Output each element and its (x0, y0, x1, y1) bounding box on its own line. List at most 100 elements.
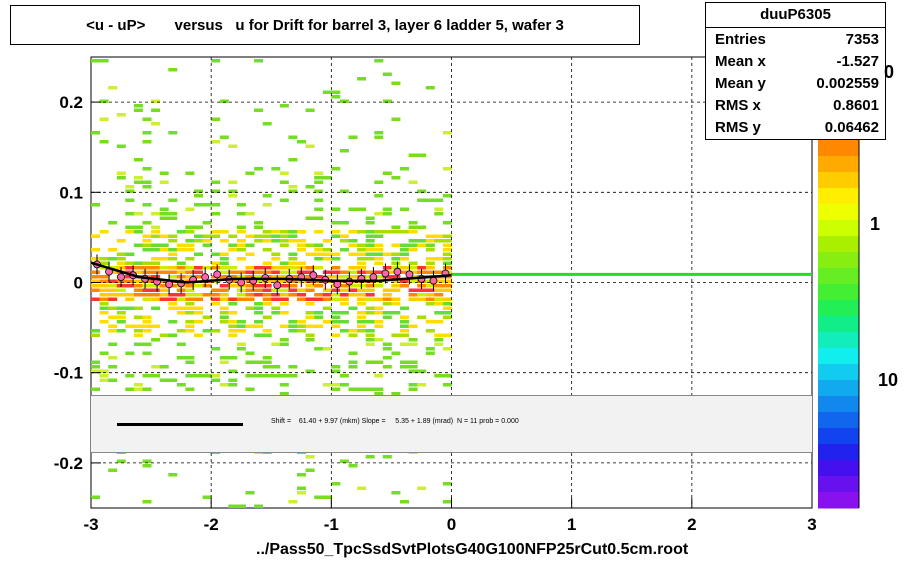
heatmap-cell (288, 288, 298, 292)
heatmap-cell (305, 369, 315, 373)
heatmap-cell (168, 320, 178, 324)
heatmap-cell (228, 266, 238, 270)
heatmap-cell (133, 288, 143, 292)
heatmap-cell (400, 257, 409, 261)
heatmap-cell (185, 324, 195, 328)
heatmap-cell (176, 342, 186, 346)
heatmap-cell (314, 266, 324, 270)
heatmap-cell (168, 131, 178, 135)
heatmap-cell (262, 203, 272, 207)
heatmap-cell (133, 324, 143, 328)
heatmap-cell (374, 248, 384, 252)
heatmap-cell (228, 356, 238, 360)
heatmap-cell (348, 270, 358, 274)
heatmap-cell (417, 297, 427, 301)
heatmap-cell (305, 252, 315, 256)
heatmap-cell (194, 333, 203, 337)
heatmap-cell (245, 243, 255, 247)
heatmap-cell (228, 311, 238, 315)
heatmap-cell (288, 185, 298, 189)
heatmap-cell (339, 374, 349, 378)
heatmap-cell (219, 261, 229, 265)
profile-point (309, 271, 318, 280)
heatmap-cell (194, 297, 203, 301)
heatmap-cell (133, 284, 143, 288)
heatmap-cell (116, 320, 126, 324)
heatmap-cell (254, 279, 264, 283)
heatmap-cell (322, 257, 332, 261)
heatmap-cell (400, 279, 409, 283)
heatmap-cell (314, 257, 324, 261)
heatmap-cell (297, 243, 306, 247)
heatmap-cell (357, 207, 367, 211)
heatmap-cell (142, 243, 152, 247)
heatmap-cell (305, 243, 315, 247)
heatmap-cell (365, 221, 375, 225)
heatmap-cell (382, 297, 392, 301)
heatmap-cell (408, 243, 418, 247)
heatmap-cell (211, 189, 221, 193)
stats-row-mean-x: Mean x -1.527 (706, 51, 885, 73)
heatmap-cell (108, 248, 118, 252)
heatmap-cell (382, 347, 392, 351)
heatmap-cell (279, 198, 289, 202)
heatmap-cell (408, 324, 418, 328)
heatmap-cell (400, 333, 409, 337)
heatmap-cell (159, 333, 169, 337)
heatmap-cell (168, 257, 178, 261)
heatmap-cell (159, 171, 169, 175)
heatmap-cell (142, 248, 152, 252)
heatmap-cell (99, 320, 109, 324)
heatmap-cell (297, 473, 306, 477)
heatmap-cell (108, 257, 118, 261)
heatmap-cell (219, 297, 229, 301)
heatmap-cell (425, 288, 435, 292)
heatmap-cell (254, 320, 264, 324)
heatmap-cell (142, 131, 152, 135)
stats-value: 0.002559 (816, 75, 879, 92)
heatmap-cell (211, 234, 221, 238)
heatmap-cell (185, 225, 195, 229)
heatmap-cell (99, 374, 109, 378)
heatmap-cell (99, 351, 109, 355)
heatmap-cell (219, 320, 229, 324)
heatmap-cell (365, 248, 375, 252)
heatmap-cell (271, 257, 281, 261)
heatmap-cell (125, 266, 135, 270)
heatmap-cell (357, 320, 367, 324)
heatmap-cell (305, 333, 315, 337)
heatmap-cell (365, 320, 375, 324)
heatmap-cell (245, 212, 255, 216)
heatmap-cell (374, 311, 384, 315)
heatmap-cell (133, 333, 143, 337)
heatmap-cell (262, 284, 272, 288)
stats-row-entries: Entries 7353 (706, 29, 885, 51)
heatmap-cell (211, 374, 221, 378)
heatmap-cell (254, 284, 264, 288)
heatmap-cell (133, 315, 143, 319)
heatmap-cell (211, 140, 221, 144)
heatmap-cell (357, 243, 367, 247)
palette-label-top: 0 (884, 62, 895, 82)
palette-swatch (818, 220, 859, 237)
heatmap-cell (99, 369, 109, 373)
heatmap-cell (262, 248, 272, 252)
heatmap-cell (142, 239, 152, 243)
heatmap-cell (374, 59, 384, 63)
heatmap-cell (194, 225, 203, 229)
heatmap-cell (99, 230, 109, 234)
heatmap-cell (254, 360, 264, 364)
heatmap-cell (211, 252, 221, 256)
heatmap-cell (159, 180, 169, 184)
heatmap-cell (314, 297, 324, 301)
heatmap-cell (116, 252, 126, 256)
heatmap-cell (442, 288, 452, 292)
title-box: <u - uP> versus u for Drift for barrel 3… (10, 5, 640, 45)
heatmap-cell (219, 135, 229, 139)
heatmap-cell (322, 383, 332, 387)
heatmap-cell (374, 338, 384, 342)
heatmap-cell (236, 320, 246, 324)
heatmap-cell (348, 239, 358, 243)
heatmap-cell (236, 257, 246, 261)
heatmap-cell (417, 198, 427, 202)
